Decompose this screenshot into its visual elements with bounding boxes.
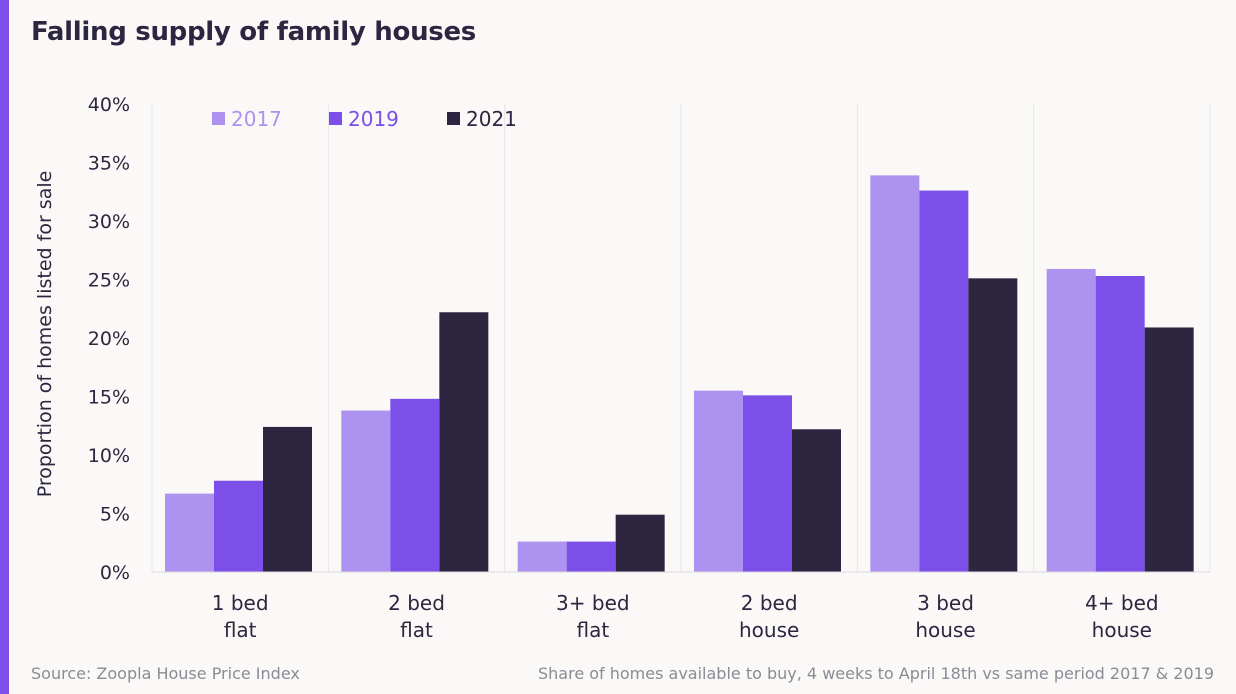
footnote: Share of homes available to buy, 4 weeks… xyxy=(537,664,1214,683)
legend-label-2021: 2021 xyxy=(466,107,517,131)
y-tick-label: 0% xyxy=(100,562,130,584)
bar-2021 xyxy=(615,514,665,572)
bar-2021 xyxy=(263,426,312,572)
bar-2021 xyxy=(968,278,1018,572)
x-tick-label: 3 bed xyxy=(917,591,974,615)
bar-2019 xyxy=(566,541,616,572)
y-tick-label: 5% xyxy=(100,504,130,526)
x-tick-label: house xyxy=(1092,618,1152,642)
x-tick-label: 2 bed xyxy=(741,591,798,615)
legend-swatch-2021 xyxy=(447,112,460,125)
x-tick-label: flat xyxy=(224,618,257,642)
y-tick-label: 25% xyxy=(88,270,130,292)
legend-swatch-2019 xyxy=(329,112,342,125)
bar-2021 xyxy=(439,312,489,572)
bar-2017 xyxy=(341,410,391,572)
bar-2019 xyxy=(390,398,440,572)
accent-bar xyxy=(0,0,9,694)
bar-2019 xyxy=(214,480,263,572)
bar-2017 xyxy=(694,390,743,572)
bar-2017 xyxy=(165,493,214,572)
legend-label-2019: 2019 xyxy=(348,107,399,131)
source-note: Source: Zoopla House Price Index xyxy=(31,664,300,683)
x-tick-label: 3+ bed xyxy=(556,591,630,615)
y-tick-label: 15% xyxy=(88,387,130,409)
bar-2021 xyxy=(792,429,841,572)
bar-2017 xyxy=(517,541,567,572)
x-tick-label: flat xyxy=(576,618,609,642)
bar-2019 xyxy=(743,395,792,572)
bar-2019 xyxy=(919,190,969,572)
x-tick-label: 1 bed xyxy=(212,591,269,615)
x-tick-label: 2 bed xyxy=(388,591,445,615)
bar-2017 xyxy=(870,175,920,572)
y-tick-label: 40% xyxy=(88,94,130,116)
y-axis-title: Proportion of homes listed for sale xyxy=(34,171,56,498)
legend-swatch-2017 xyxy=(212,112,225,125)
bar-2017 xyxy=(1046,268,1096,572)
x-tick-label: flat xyxy=(400,618,433,642)
y-tick-label: 20% xyxy=(88,328,130,350)
y-tick-label: 30% xyxy=(88,211,130,233)
chart-title: Falling supply of family houses xyxy=(31,17,476,47)
bar-2019 xyxy=(1095,275,1145,572)
legend-label-2017: 2017 xyxy=(231,107,282,131)
x-tick-label: house xyxy=(739,618,799,642)
y-tick-label: 10% xyxy=(88,445,130,467)
bar-2021 xyxy=(1144,327,1194,572)
y-tick-label: 35% xyxy=(88,153,130,175)
x-tick-label: house xyxy=(915,618,975,642)
x-tick-label: 4+ bed xyxy=(1085,591,1159,615)
